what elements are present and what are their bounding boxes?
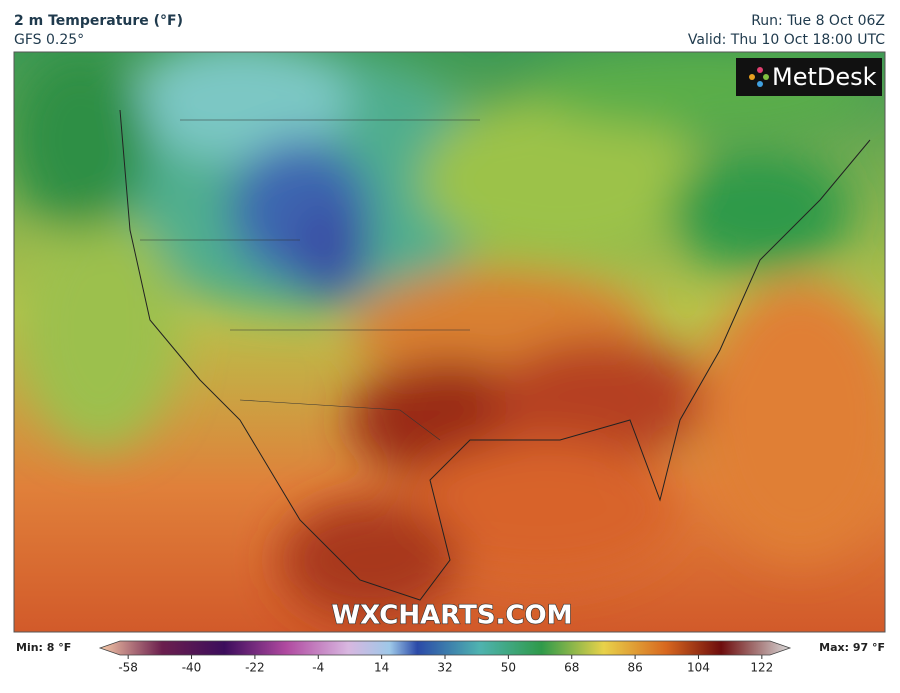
- colorbar-tick-label: 50: [501, 661, 516, 675]
- run-time: Run: Tue 8 Oct 06Z: [751, 13, 885, 29]
- colorbar-tick-label: 68: [564, 661, 579, 675]
- max-label: Max: 97 °F: [819, 641, 885, 654]
- logo-box: [736, 58, 882, 96]
- watermark: WXCHARTS.COM: [331, 601, 572, 631]
- colorbar-tick-label: 86: [627, 661, 642, 675]
- colorbar-tick-label: -22: [245, 661, 265, 675]
- valid-time: Valid: Thu 10 Oct 18:00 UTC: [688, 32, 885, 48]
- colorbar-tick-label: -40: [182, 661, 202, 675]
- colorbar-tick-label: -4: [312, 661, 324, 675]
- colorbar-tick-label: -58: [118, 661, 138, 675]
- colorbar-tick-label: 122: [750, 661, 773, 675]
- colorbar: [98, 640, 792, 656]
- logo-icon: [749, 67, 769, 87]
- subtitle: GFS 0.25°: [14, 32, 84, 48]
- colorbar-tick-label: 32: [437, 661, 452, 675]
- logo-text: MetDesk: [772, 63, 877, 91]
- min-label: Min: 8 °F: [16, 641, 71, 654]
- colorbar-tick-label: 14: [374, 661, 389, 675]
- temperature-field: [14, 52, 885, 632]
- colorbar-tick-label: 104: [687, 661, 710, 675]
- title: 2 m Temperature (°F): [14, 13, 183, 29]
